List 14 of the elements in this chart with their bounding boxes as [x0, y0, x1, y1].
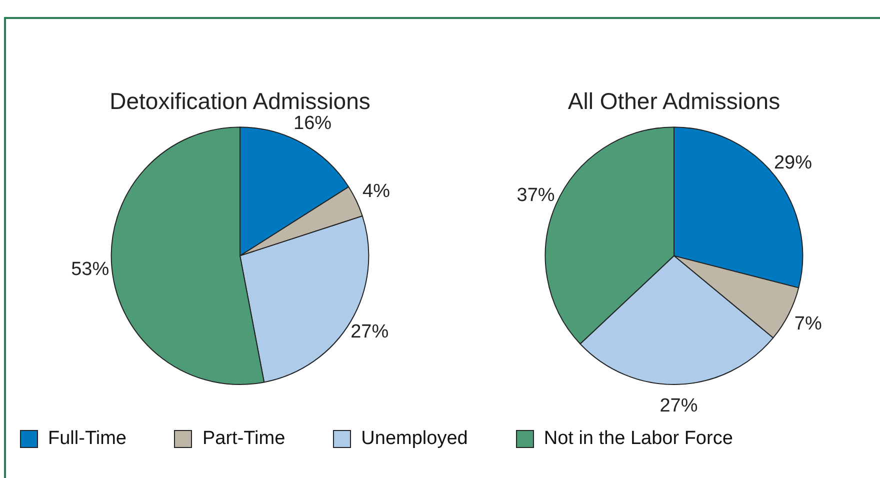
legend-label: Unemployed [361, 428, 468, 450]
legend-label: Part-Time [202, 428, 286, 450]
data-label: 7% [794, 313, 822, 334]
legend-label: Not in the Labor Force [544, 428, 733, 450]
data-label: 29% [774, 152, 812, 174]
data-label: 53% [71, 259, 110, 280]
data-label: 16% [294, 113, 332, 134]
legend-label: Full-Time [48, 428, 126, 450]
data-label: 4% [362, 180, 390, 202]
chart-title: All Other Admissions [568, 88, 780, 114]
data-label: 37% [516, 185, 555, 206]
chart-title: Detoxification Admissions [110, 88, 370, 114]
data-label: 27% [660, 396, 698, 417]
data-label: 27% [350, 322, 389, 343]
